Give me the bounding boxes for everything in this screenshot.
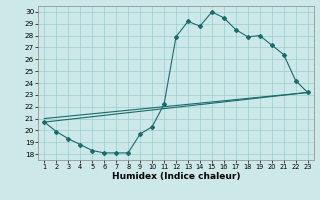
X-axis label: Humidex (Indice chaleur): Humidex (Indice chaleur)	[112, 172, 240, 181]
